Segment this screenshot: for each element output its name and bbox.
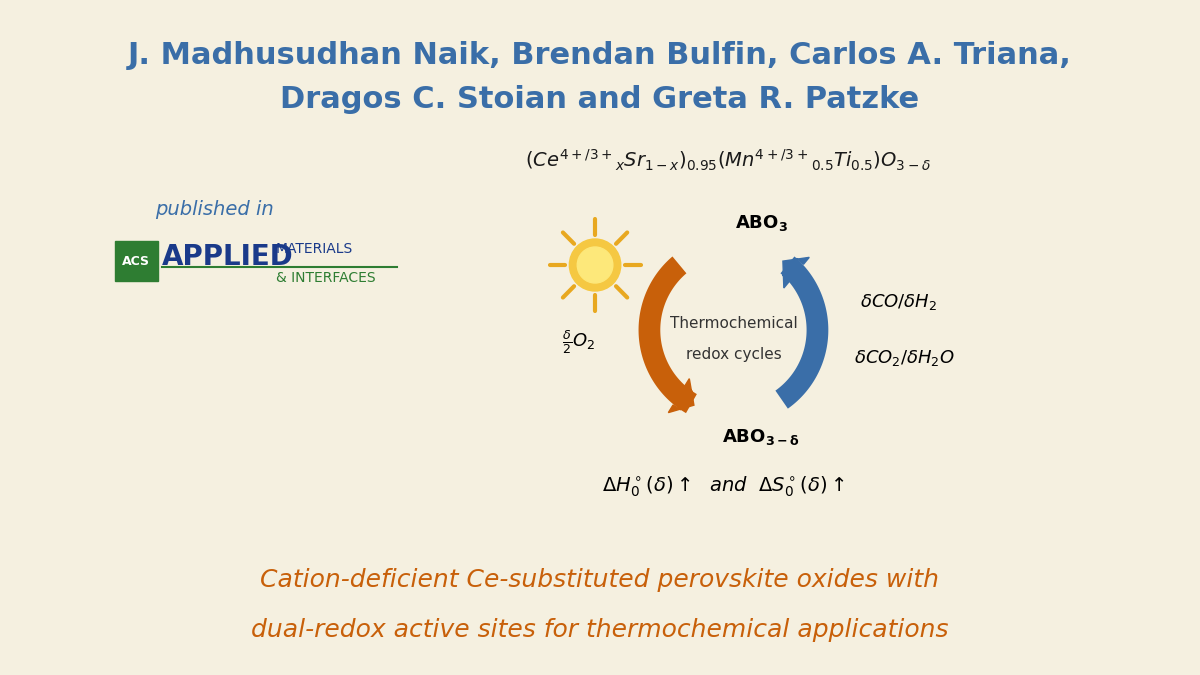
Text: Thermochemical: Thermochemical xyxy=(670,315,797,331)
Text: published in: published in xyxy=(155,200,274,219)
Text: $\mathbf{ABO_3}$: $\mathbf{ABO_3}$ xyxy=(734,213,787,233)
Text: Dragos C. Stoian and Greta R. Patzke: Dragos C. Stoian and Greta R. Patzke xyxy=(281,86,919,115)
Text: Cation-deficient Ce-substituted perovskite oxides with: Cation-deficient Ce-substituted perovski… xyxy=(260,568,940,592)
Text: $\delta CO_2/\delta H_2O$: $\delta CO_2/\delta H_2O$ xyxy=(854,348,955,368)
Polygon shape xyxy=(638,256,697,413)
FancyArrow shape xyxy=(782,257,809,288)
Text: J. Madhusudhan Naik, Brendan Bulfin, Carlos A. Triana,: J. Madhusudhan Naik, Brendan Bulfin, Car… xyxy=(128,40,1072,70)
Text: redox cycles: redox cycles xyxy=(685,348,781,362)
FancyBboxPatch shape xyxy=(115,241,158,281)
Circle shape xyxy=(569,239,620,291)
Text: $\Delta H^\circ_0(\delta)\uparrow$  and  $\Delta S^\circ_0(\delta)\uparrow$: $\Delta H^\circ_0(\delta)\uparrow$ and $… xyxy=(602,475,845,500)
Text: APPLIED: APPLIED xyxy=(162,242,294,271)
FancyArrow shape xyxy=(668,379,694,412)
Text: & INTERFACES: & INTERFACES xyxy=(276,271,376,285)
Circle shape xyxy=(577,247,613,283)
Text: $(Ce^{4+/3+}{}_{x}Sr_{1-x})_{0.95}(Mn^{4+/3+}{}_{0.5}Ti_{0.5})O_{3-\delta}$: $(Ce^{4+/3+}{}_{x}Sr_{1-x})_{0.95}(Mn^{4… xyxy=(526,147,931,173)
Polygon shape xyxy=(775,256,828,408)
Text: $\frac{\delta}{2}O_2$: $\frac{\delta}{2}O_2$ xyxy=(562,328,595,356)
Text: $\mathbf{ABO_{3-\delta}}$: $\mathbf{ABO_{3-\delta}}$ xyxy=(722,427,800,447)
Text: MATERIALS: MATERIALS xyxy=(276,242,353,256)
Text: ACS: ACS xyxy=(122,254,150,267)
Text: dual-redox active sites for thermochemical applications: dual-redox active sites for thermochemic… xyxy=(251,618,949,642)
Text: $\delta CO/\delta H_2$: $\delta CO/\delta H_2$ xyxy=(860,292,937,312)
